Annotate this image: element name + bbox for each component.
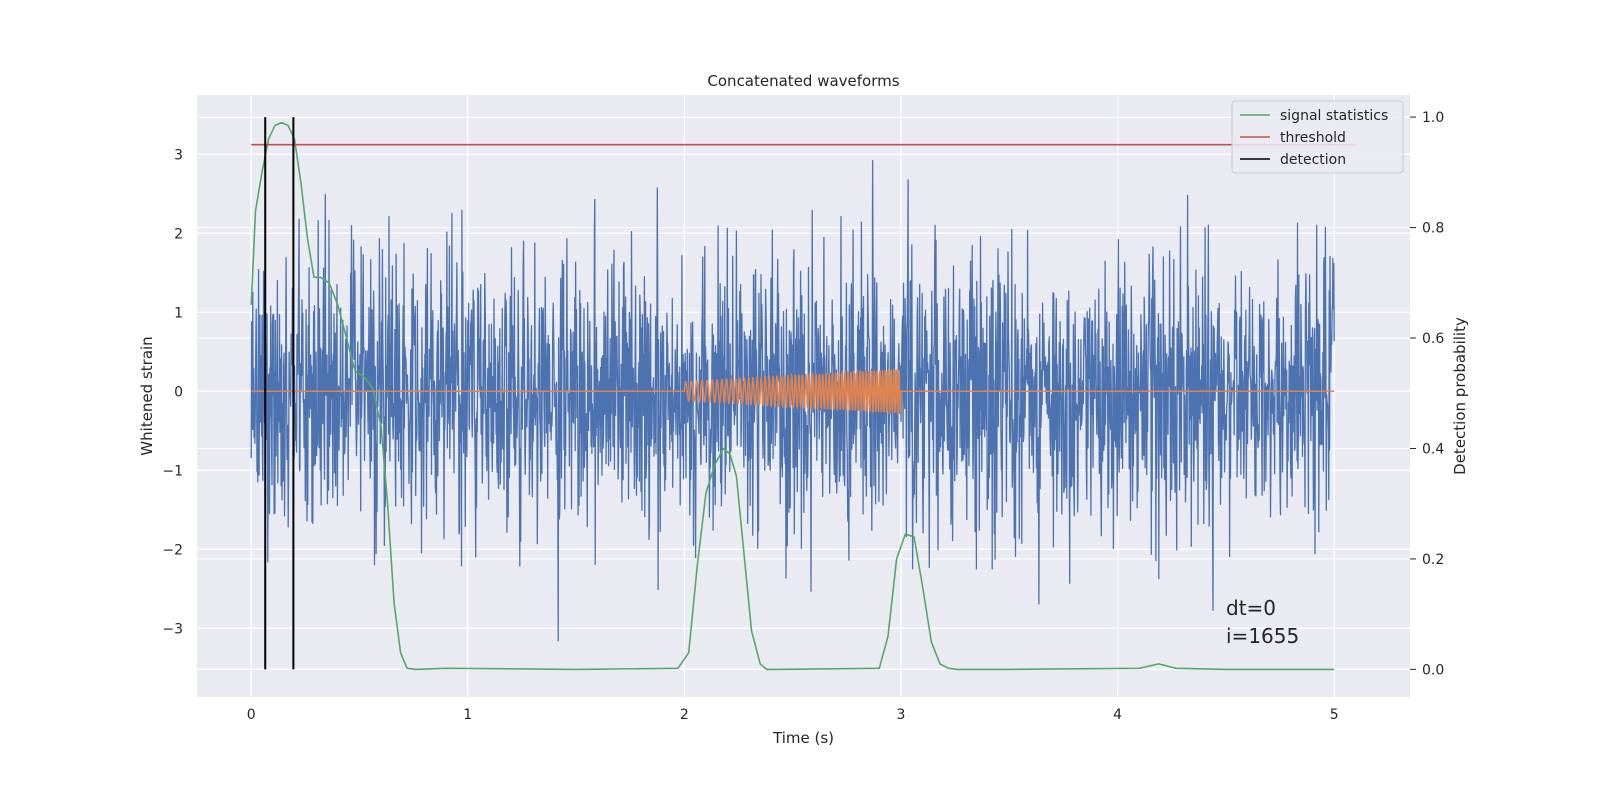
annotation-dt: dt=0 xyxy=(1226,596,1276,620)
annotation-index: i=1655 xyxy=(1226,624,1299,648)
x-tick-label: 4 xyxy=(1113,707,1122,723)
x-tick-label: 1 xyxy=(463,707,472,723)
strain-series xyxy=(250,160,1335,642)
right-axis-label: Detection probability xyxy=(1451,317,1469,475)
y-tick-label: −3 xyxy=(162,621,183,637)
x-axis-label: Time (s) xyxy=(772,729,834,747)
right-tick-label: 1.0 xyxy=(1422,110,1444,126)
injected-waveform-series xyxy=(251,367,1335,416)
x-tick-label: 5 xyxy=(1330,707,1339,723)
right-tick-label: 0.2 xyxy=(1422,552,1444,568)
injected-waveform-line xyxy=(251,367,1335,416)
right-tick-label: 0.0 xyxy=(1422,662,1444,678)
chart-title: Concatenated waveforms xyxy=(707,72,899,90)
y-tick-label: 3 xyxy=(174,147,183,163)
y-axis-label: Whitened strain xyxy=(138,336,156,455)
x-tick-label: 3 xyxy=(897,707,906,723)
y-tick-label: −2 xyxy=(162,542,183,558)
detection-overlay xyxy=(250,117,1356,671)
y-tick-label: 0 xyxy=(174,384,183,400)
legend-label-threshold: threshold xyxy=(1280,130,1346,146)
y-tick-label: 1 xyxy=(174,305,183,321)
right-tick-label: 0.6 xyxy=(1422,331,1444,347)
x-tick-label: 0 xyxy=(247,707,256,723)
x-axis-ticks: 0 1 2 3 4 5 xyxy=(247,707,1339,723)
legend-box xyxy=(1231,100,1404,174)
legend: signal statistics threshold detection xyxy=(1231,100,1404,174)
right-tick-label: 0.8 xyxy=(1422,221,1444,237)
right-tick-label: 0.4 xyxy=(1422,441,1444,457)
right-axis-ticks: 1.0 0.8 0.6 0.4 0.2 0.0 xyxy=(1410,110,1444,678)
legend-label-detection: detection xyxy=(1280,152,1346,168)
y-axis-ticks: 3 2 1 0 −1 −2 −3 xyxy=(162,147,183,637)
y-tick-label: 2 xyxy=(174,226,183,242)
strain-line xyxy=(250,160,1335,642)
y-tick-label: −1 xyxy=(162,463,183,479)
legend-label-signal-statistics: signal statistics xyxy=(1280,108,1388,124)
series-line-signal-statistics xyxy=(250,121,1335,671)
x-tick-label: 2 xyxy=(680,707,689,723)
